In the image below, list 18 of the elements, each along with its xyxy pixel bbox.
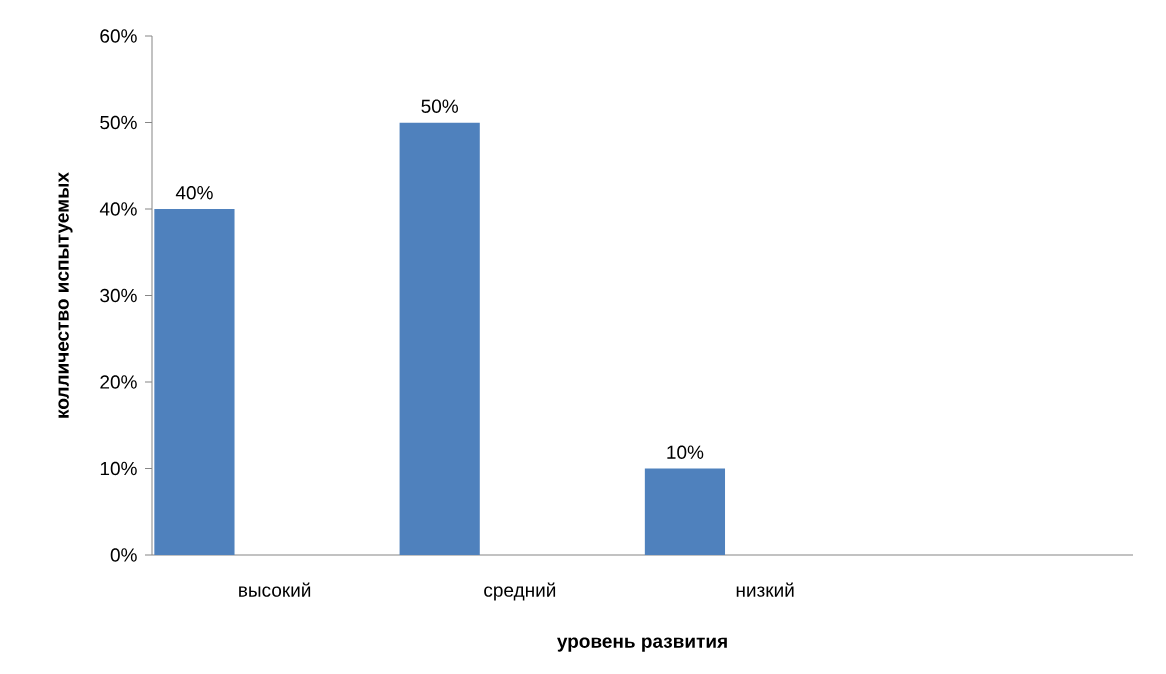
y-tick-label: 10% [100, 461, 137, 476]
y-tick-label: 0% [110, 548, 137, 562]
x-tick-label: низкий [736, 582, 794, 597]
data-label: 10% [667, 445, 704, 459]
data-label: 40% [175, 186, 213, 200]
y-tick-label: 20% [100, 375, 137, 389]
x-tick-label: средний [484, 582, 556, 601]
x-axis-title: уровень развития [557, 637, 727, 652]
bar [399, 122, 480, 555]
y-tick-label: 30% [100, 288, 137, 303]
data-label: 50% [421, 99, 459, 113]
y-tick-label: 40% [99, 202, 137, 216]
bar [154, 209, 235, 555]
y-tick-label: 50% [100, 115, 137, 130]
y-axis-title: колличество испытуемых [58, 172, 73, 418]
x-tick-label: высокий [239, 582, 311, 597]
y-tick-label: 60% [100, 29, 137, 43]
bar [644, 468, 726, 555]
